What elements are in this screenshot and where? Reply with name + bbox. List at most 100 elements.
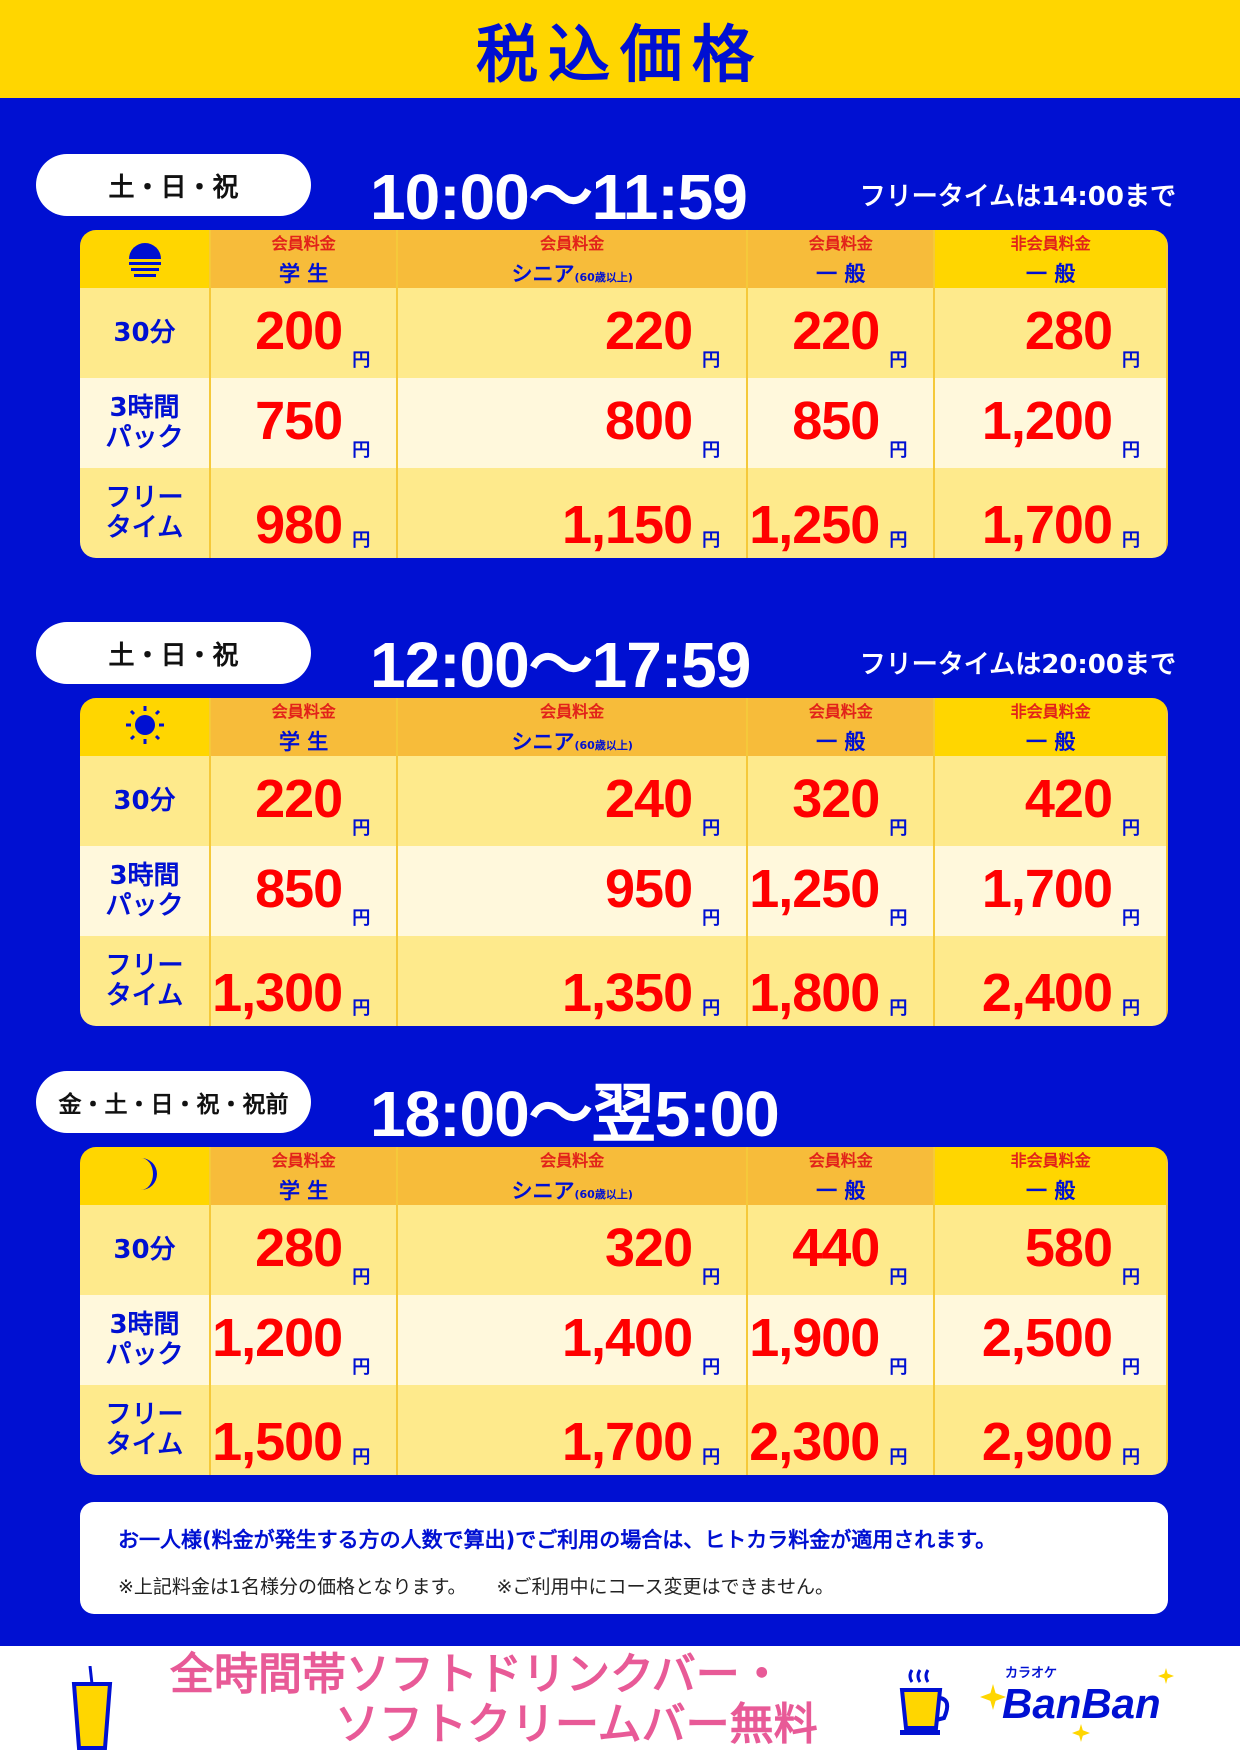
yen-unit: 円 xyxy=(889,998,908,1019)
customer-type: 一 般 xyxy=(1026,262,1076,286)
price-cell: 1,900 円 xyxy=(747,1295,936,1385)
price-cell: 1,200 円 xyxy=(210,1295,399,1385)
yen-unit: 円 xyxy=(352,818,371,839)
header-row: 会員料金学 生会員料金 シニア(60歳以上) 会員料金一 般非会員料金一 般 xyxy=(80,230,1168,288)
column-header: 会員料金学 生 xyxy=(210,230,399,288)
yen-unit: 円 xyxy=(352,1447,371,1468)
yen-unit: 円 xyxy=(702,350,721,371)
price-cell: 950 円 xyxy=(397,846,749,936)
time-range: 18:00〜翌5:00 xyxy=(370,1078,780,1150)
column-header: 会員料金学 生 xyxy=(210,1147,399,1205)
yen-unit: 円 xyxy=(352,908,371,929)
member-type: 会員料金 xyxy=(540,234,605,253)
table-row: 3時間 パック 850 円 950 円 1,250 円 1,700 円 xyxy=(80,846,1168,936)
notice-note-1: ※上記料金は1名様分の価格となります。 xyxy=(118,1576,467,1598)
promo-line-2: ソフトクリームバー無料 xyxy=(335,1699,818,1750)
price-value: 420 xyxy=(1024,769,1113,829)
column-header: 会員料金一 般 xyxy=(747,698,936,756)
price-cell: 280 円 xyxy=(934,288,1168,378)
price-cell: 1,300 円 xyxy=(210,936,399,1026)
price-cell: 2,900 円 xyxy=(934,1385,1168,1475)
price-cell: 2,300 円 xyxy=(747,1385,936,1475)
price-value: 1,900 xyxy=(749,1308,880,1368)
price-table: 会員料金学 生会員料金 シニア(60歳以上) 会員料金一 般非会員料金一 般 30分 2… xyxy=(80,698,1168,1026)
yen-unit: 円 xyxy=(889,530,908,551)
row-label: 30分 xyxy=(80,1205,211,1295)
row-label: フリー タイム xyxy=(80,1385,211,1475)
sun-icon xyxy=(80,698,211,756)
drink-cup-icon xyxy=(71,1666,113,1750)
yen-unit: 円 xyxy=(352,440,371,461)
header-row: 会員料金学 生会員料金 シニア(60歳以上) 会員料金一 般非会員料金一 般 xyxy=(80,1147,1168,1205)
row-label: 30分 xyxy=(80,288,211,378)
price-value: 220 xyxy=(605,301,693,361)
price-cell: 750 円 xyxy=(210,378,399,468)
price-cell: 800 円 xyxy=(397,378,749,468)
star-icon xyxy=(1072,1724,1090,1742)
member-type: 会員料金 xyxy=(271,234,336,253)
table-row: 30分 280 円 320 円 440 円 580 円 xyxy=(80,1205,1168,1295)
customer-type: シニア xyxy=(511,1179,575,1203)
customer-type: 一 般 xyxy=(1026,1179,1076,1203)
yen-unit: 円 xyxy=(352,1267,371,1288)
price-cell: 850 円 xyxy=(210,846,399,936)
member-type: 非会員料金 xyxy=(1010,234,1091,253)
price-value: 2,300 xyxy=(749,1412,880,1472)
price-value: 320 xyxy=(792,769,880,829)
yen-unit: 円 xyxy=(1122,818,1140,839)
price-cell: 1,200 円 xyxy=(934,378,1168,468)
price-cell: 320 円 xyxy=(747,756,936,846)
price-cell: 580 円 xyxy=(934,1205,1168,1295)
table-row: 30分 200 円 220 円 220 円 280 円 xyxy=(80,288,1168,378)
price-cell: 1,150 円 xyxy=(397,468,749,558)
price-value: 280 xyxy=(255,1218,343,1278)
yen-unit: 円 xyxy=(352,998,371,1019)
table-row: 3時間 パック 750 円 800 円 850 円 1,200 円 xyxy=(80,378,1168,468)
price-cell: 1,350 円 xyxy=(397,936,749,1026)
yen-unit: 円 xyxy=(889,1357,908,1378)
row-label: 30分 xyxy=(80,756,211,846)
price-cell: 2,500 円 xyxy=(934,1295,1168,1385)
page-title: 税込価格 xyxy=(475,18,764,91)
row-label: 3時間 パック xyxy=(80,846,211,936)
notice-note-2: ※ご利用中にコース変更はできません。 xyxy=(496,1576,834,1598)
price-value: 980 xyxy=(255,495,343,555)
banban-logo: カラオケ BanBan xyxy=(980,1662,1180,1742)
price-value: 240 xyxy=(605,769,693,829)
days-pill: 土・日・祝 xyxy=(36,622,311,684)
table-row: フリー タイム 1,300 円 1,350 円 1,800 円 2,400 円 xyxy=(80,936,1168,1026)
price-value: 1,700 xyxy=(561,1412,693,1472)
table-row: 3時間 パック 1,200 円 1,400 円 1,900 円 2,500 円 xyxy=(80,1295,1168,1385)
time-range: 10:00〜11:59 xyxy=(370,161,748,233)
yen-unit: 円 xyxy=(1122,530,1140,551)
price-value: 220 xyxy=(255,769,343,829)
yen-unit: 円 xyxy=(1122,908,1140,929)
footer: 全時間帯ソフトドリンクバー・ ソフトクリームバー無料 カラオケ BanBan xyxy=(0,1646,1240,1754)
price-cell: 240 円 xyxy=(397,756,749,846)
price-value: 1,150 xyxy=(561,495,693,555)
column-header: 会員料金学 生 xyxy=(210,698,399,756)
customer-type: シニア xyxy=(511,262,575,286)
free-time-note: フリータイムは14:00まで xyxy=(859,182,1176,212)
price-cell: 280 円 xyxy=(210,1205,399,1295)
header-row: 会員料金学 生会員料金 シニア(60歳以上) 会員料金一 般非会員料金一 般 xyxy=(80,698,1168,756)
price-value: 1,250 xyxy=(749,859,880,919)
price-value: 220 xyxy=(792,301,880,361)
days-pill: 土・日・祝 xyxy=(36,154,311,216)
price-cell: 220 円 xyxy=(210,756,399,846)
price-value: 280 xyxy=(1024,301,1113,361)
yen-unit: 円 xyxy=(889,350,908,371)
yen-unit: 円 xyxy=(889,818,908,839)
yen-unit: 円 xyxy=(889,908,908,929)
notice-main: お一人様(料金が発生する方の人数で算出)でご利用の場合は、ヒトカラ料金が適用され… xyxy=(118,1528,997,1552)
price-value: 1,250 xyxy=(749,495,880,555)
yen-unit: 円 xyxy=(352,350,371,371)
price-value: 580 xyxy=(1024,1218,1113,1278)
table-row: フリー タイム 1,500 円 1,700 円 2,300 円 2,900 円 xyxy=(80,1385,1168,1475)
yen-unit: 円 xyxy=(702,818,721,839)
days-pill: 金・土・日・祝・祝前 xyxy=(36,1071,311,1133)
yen-unit: 円 xyxy=(352,530,371,551)
yen-unit: 円 xyxy=(1122,440,1140,461)
customer-type: 一 般 xyxy=(1026,730,1076,754)
moon-icon xyxy=(80,1147,211,1205)
